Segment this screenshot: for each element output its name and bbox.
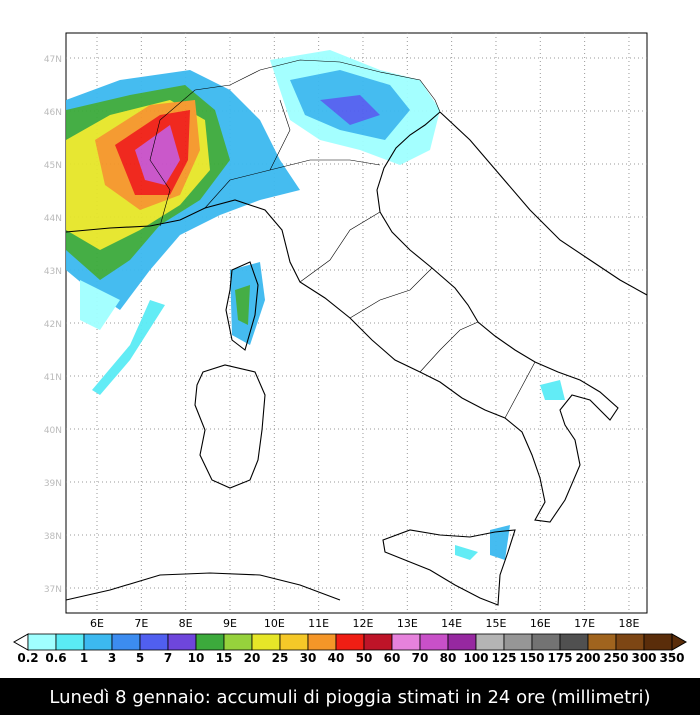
lat-label: 43N	[44, 267, 62, 277]
colorbar-box	[83, 633, 113, 651]
colorbar-box	[335, 633, 365, 651]
precipitation	[66, 50, 565, 560]
colorbar-label: 15	[216, 651, 233, 665]
colorbar-label: 80	[440, 651, 457, 665]
colorbar-box	[615, 633, 645, 651]
lon-label: 12E	[353, 617, 374, 630]
lat-label: 37N	[44, 585, 62, 595]
lat-label: 42N	[44, 320, 62, 330]
colorbar-box	[643, 633, 673, 651]
coastlines	[65, 111, 648, 606]
colorbar-box	[307, 633, 337, 651]
colorbar-label: 100	[463, 651, 488, 665]
lat-label: 38N	[44, 532, 62, 542]
colorbar-label: 0.2	[17, 651, 38, 665]
colorbar-box	[167, 633, 197, 651]
lat-label: 47N	[44, 55, 62, 65]
colorbar-box	[475, 633, 505, 651]
colorbar-box	[111, 633, 141, 651]
colorbar-label: 175	[547, 651, 572, 665]
lat-label: 40N	[44, 426, 62, 436]
lat-label: 45N	[44, 161, 62, 171]
colorbar-label: 1	[80, 651, 88, 665]
colorbar-box	[587, 633, 617, 651]
colorbar-box	[55, 633, 85, 651]
lon-label: 9E	[223, 617, 237, 630]
colorbar-label: 300	[631, 651, 656, 665]
colorbar-box	[503, 633, 533, 651]
colorbar-label: 0.6	[45, 651, 66, 665]
colorbar-label: 150	[519, 651, 544, 665]
lon-label: 11E	[308, 617, 329, 630]
colorbar-label: 10	[188, 651, 205, 665]
lon-label: 10E	[264, 617, 285, 630]
colorbar-box	[279, 633, 309, 651]
caption-bar	[0, 678, 700, 715]
lon-label: 13E	[397, 617, 418, 630]
colorbar-box	[391, 633, 421, 651]
colorbar-box	[27, 633, 57, 651]
colorbar-label: 7	[164, 651, 172, 665]
borders	[149, 59, 536, 419]
colorbar-label: 70	[412, 651, 429, 665]
axis-labels: 6E 7E 8E 9E 10E 11E 12E 13E 14E 15E 16E 17E 18E 47N 46…	[44, 55, 640, 630]
lat-label: 39N	[44, 479, 62, 489]
colorbar-label: 40	[328, 651, 345, 665]
lon-label: 14E	[441, 617, 462, 630]
lon-label: 6E	[90, 617, 104, 630]
colorbar-label: 5	[136, 651, 144, 665]
lon-label: 8E	[179, 617, 193, 630]
colorbar-box	[447, 633, 477, 651]
lat-label: 46N	[44, 108, 62, 118]
colorbar-box	[251, 633, 281, 651]
colorbar: 0.2 0.6 1 3 5 7 10 15 20 25 30 40 50 60 70 80 100 125 150 1…	[12, 633, 688, 665]
lat-label: 44N	[44, 214, 62, 224]
colorbar-arrow	[671, 633, 688, 651]
colorbar-box	[139, 633, 169, 651]
colorbar-box	[419, 633, 449, 651]
colorbar-box	[363, 633, 393, 651]
lon-label: 15E	[485, 617, 506, 630]
colorbar-arrow	[12, 633, 29, 651]
colorbar-label: 125	[491, 651, 516, 665]
lon-label: 18E	[618, 617, 639, 630]
colorbar-box	[223, 633, 253, 651]
colorbar-label: 20	[244, 651, 261, 665]
colorbar-label: 3	[108, 651, 116, 665]
colorbar-label: 25	[272, 651, 289, 665]
lon-label: 7E	[134, 617, 148, 630]
lat-label: 41N	[44, 373, 62, 383]
colorbar-label: 350	[659, 651, 684, 665]
colorbar-box	[531, 633, 561, 651]
colorbar-box	[559, 633, 589, 651]
colorbar-label: 30	[300, 651, 317, 665]
colorbar-label: 60	[384, 651, 401, 665]
caption: Lunedì 8 gennaio: accumuli di pioggia st…	[49, 687, 650, 708]
colorbar-box	[195, 633, 225, 651]
lon-label: 16E	[530, 617, 551, 630]
colorbar-label: 250	[603, 651, 628, 665]
lon-label: 17E	[574, 617, 595, 630]
colorbar-label: 50	[356, 651, 373, 665]
colorbar-label: 200	[575, 651, 600, 665]
